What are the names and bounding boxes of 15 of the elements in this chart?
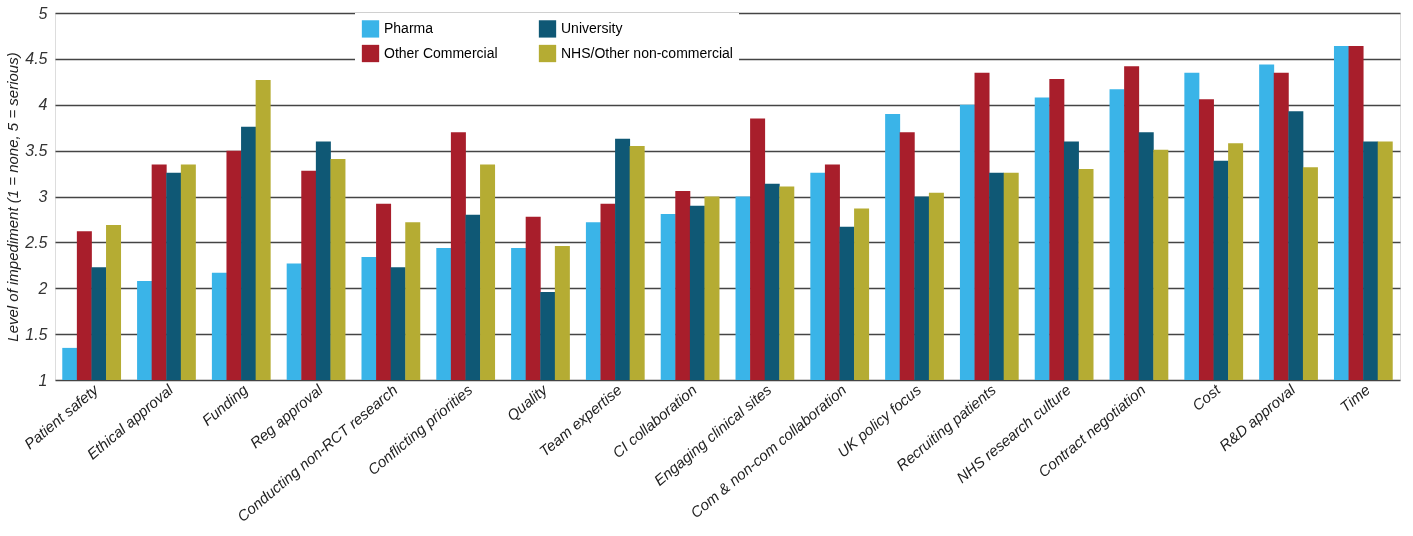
x-tick-label: Time xyxy=(1336,380,1373,416)
y-tick-label: 3.5 xyxy=(25,142,48,160)
y-tick-label: 1 xyxy=(38,371,48,389)
y-tick-label: 4.5 xyxy=(25,50,48,68)
y-tick-label: 3 xyxy=(38,188,48,205)
legend-label: Other Commercial xyxy=(384,44,498,61)
legend-label: Pharma xyxy=(384,19,434,36)
y-tick-label: 2 xyxy=(37,279,48,297)
y-tick-label: 2.5 xyxy=(24,233,48,251)
y-tick-label: 4 xyxy=(38,96,48,114)
legend-label: NHS/Other non-commercial xyxy=(561,44,733,61)
y-tick-label: 1.5 xyxy=(25,325,48,343)
y-axis-title: Level of impediment (1 = none, 5 = serious) xyxy=(4,52,22,342)
legend-label: University xyxy=(561,19,623,36)
y-tick-label: 5 xyxy=(38,4,48,22)
